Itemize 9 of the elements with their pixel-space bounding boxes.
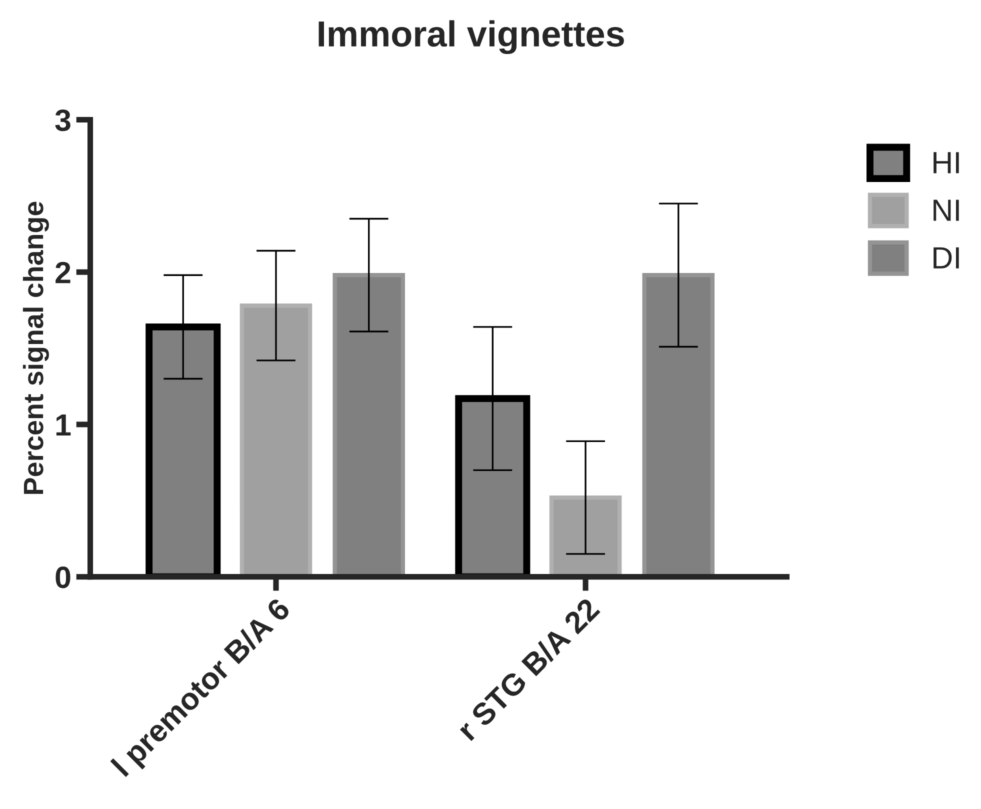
y-tick-label: 2 [56,262,70,284]
legend-label: DI [934,247,959,268]
legend-label: NI [934,200,959,221]
legend-label: HI [934,152,959,174]
chart-title: Immoral vignettes [318,20,624,54]
y-tick-label: 3 [55,109,70,132]
y-axis-title: Percent signal change [22,202,49,494]
y-tick-label: 0 [56,566,70,588]
y-tick-label: 1 [56,414,71,436]
